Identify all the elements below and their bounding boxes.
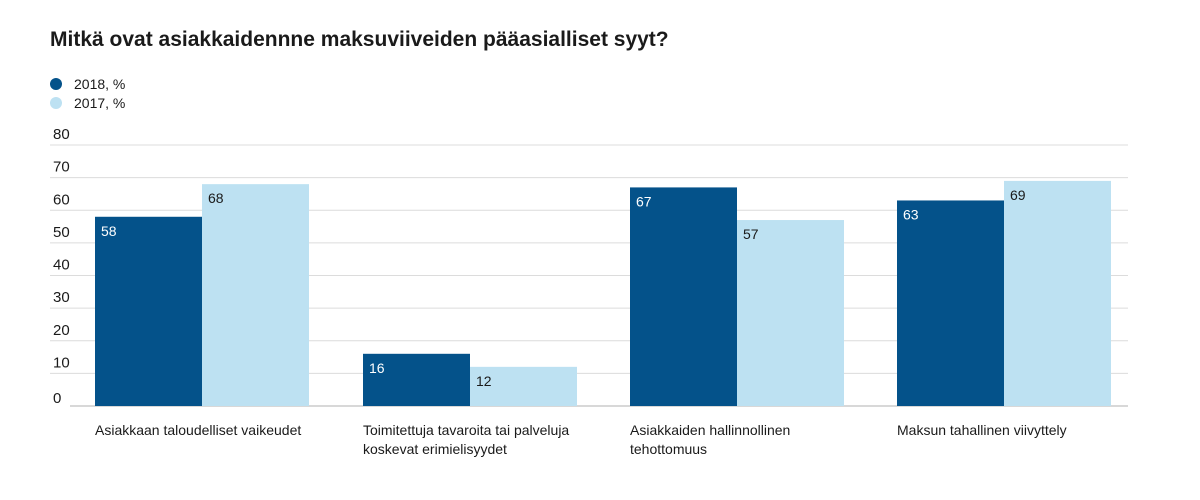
- x-category-label-line: Asiakkaan taloudelliset vaikeudet: [95, 422, 302, 438]
- x-category-label-2: Toimitettuja tavaroita tai palveluja kosk…: [363, 421, 603, 459]
- y-tick-label-80: 80: [53, 126, 70, 143]
- bar-2017-cat1: [202, 184, 309, 406]
- y-tick-label-70: 70: [53, 159, 70, 176]
- data-label-2017-cat4: 69: [1010, 187, 1026, 203]
- y-tick-label-0: 0: [53, 390, 61, 407]
- bar-2018-cat4: [897, 200, 1004, 406]
- x-category-label-3: Asiakkaiden hallinnollinen tehottomuus: [630, 421, 870, 459]
- legend-item-2018: 2018, %: [50, 74, 125, 93]
- legend-item-2017: 2017, %: [50, 93, 125, 112]
- x-category-label-line: Asiakkaiden hallinnollinen: [630, 422, 791, 438]
- x-category-label-line: tehottomuus: [630, 441, 708, 457]
- x-category-label-1: Asiakkaan taloudelliset vaikeudet: [95, 421, 335, 440]
- bar-2018-cat2: [363, 353, 470, 406]
- y-tick-label-10: 10: [53, 354, 70, 371]
- chart-title: Mitkä ovat asiakkaidennne maksuviiveiden…: [50, 28, 669, 51]
- x-category-label-line: koskevat erimielisyydet: [363, 441, 507, 457]
- y-tick-label-40: 40: [53, 257, 70, 274]
- data-label-2018-cat3: 67: [636, 193, 652, 209]
- legend-label-2017: 2017, %: [74, 94, 126, 111]
- x-category-label-line: Toimitettuja tavaroita tai palveluja: [363, 422, 570, 438]
- data-label-2017-cat2: 12: [476, 373, 492, 389]
- y-tick-label-60: 60: [53, 191, 70, 208]
- bar-2018-cat1: [95, 216, 202, 406]
- legend: 2018, % 2017, %: [50, 74, 125, 112]
- data-label-2018-cat1: 58: [101, 223, 117, 239]
- x-category-label-line: Maksun tahallinen viivyttely: [897, 422, 1067, 438]
- legend-swatch-2018: [50, 77, 62, 90]
- data-label-2018-cat2: 16: [369, 360, 385, 376]
- y-tick-label-30: 30: [53, 289, 70, 306]
- legend-swatch-2017: [50, 96, 62, 109]
- data-label-2017-cat3: 57: [743, 226, 759, 242]
- y-tick-label-20: 20: [53, 322, 70, 339]
- bar-2017-cat3: [737, 220, 844, 406]
- bar-2017-cat4: [1004, 180, 1111, 406]
- bar-2018-cat3: [630, 187, 737, 406]
- data-label-2018-cat4: 63: [903, 206, 919, 222]
- y-tick-label-50: 50: [53, 224, 70, 241]
- data-label-2017-cat1: 68: [208, 190, 224, 206]
- bar-2017-cat2: [470, 366, 577, 406]
- legend-label-2018: 2018, %: [74, 75, 126, 92]
- x-category-label-4: Maksun tahallinen viivyttely: [897, 421, 1137, 440]
